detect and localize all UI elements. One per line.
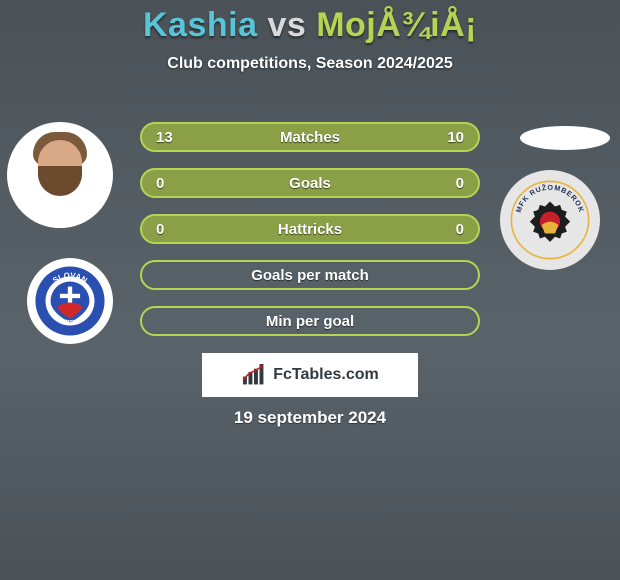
ruzomberok-crest-icon: MFK RUŽOMBEROK bbox=[508, 178, 592, 262]
club-badge-right: MFK RUŽOMBEROK bbox=[500, 170, 600, 270]
stat-left-value: 0 bbox=[156, 221, 164, 238]
stat-label: Hattricks bbox=[278, 221, 342, 238]
stat-label: Matches bbox=[280, 129, 340, 146]
player2-name: MojÅ¾iÅ¡ bbox=[316, 6, 477, 44]
stat-label: Goals per match bbox=[251, 267, 369, 284]
brand-attribution[interactable]: FcTables.com bbox=[202, 353, 418, 397]
player1-name: Kashia bbox=[143, 6, 258, 44]
stat-row-min-per-goal: Min per goal bbox=[140, 306, 480, 336]
stat-right-value: 0 bbox=[456, 221, 464, 238]
stat-right-value: 10 bbox=[447, 129, 464, 146]
stats-table: 13 Matches 10 0 Goals 0 0 Hattricks 0 Goals per m… bbox=[140, 122, 480, 352]
stat-row-goals-per-match: Goals per match bbox=[140, 260, 480, 290]
player2-avatar bbox=[520, 126, 610, 150]
subtitle: Club competitions, Season 2024/2025 bbox=[0, 55, 620, 73]
brand-text: FcTables.com bbox=[273, 366, 379, 384]
slovan-bratislava-crest-icon: SLOVAN BRATISLAVA bbox=[34, 265, 106, 337]
vs-separator: vs bbox=[267, 6, 306, 44]
comparison-title: Kashia vs MojÅ¾iÅ¡ bbox=[0, 0, 620, 45]
stat-label: Min per goal bbox=[266, 313, 354, 330]
stat-right-value: 0 bbox=[456, 175, 464, 192]
stat-left-value: 0 bbox=[156, 175, 164, 192]
stat-row-goals: 0 Goals 0 bbox=[140, 168, 480, 198]
date-label: 19 september 2024 bbox=[234, 408, 386, 428]
club-badge-left: SLOVAN BRATISLAVA bbox=[27, 258, 113, 344]
player1-avatar bbox=[7, 122, 113, 228]
bar-chart-icon bbox=[241, 364, 267, 386]
stat-left-value: 13 bbox=[156, 129, 173, 146]
stat-row-matches: 13 Matches 10 bbox=[140, 122, 480, 152]
stat-row-hattricks: 0 Hattricks 0 bbox=[140, 214, 480, 244]
stat-label: Goals bbox=[289, 175, 331, 192]
